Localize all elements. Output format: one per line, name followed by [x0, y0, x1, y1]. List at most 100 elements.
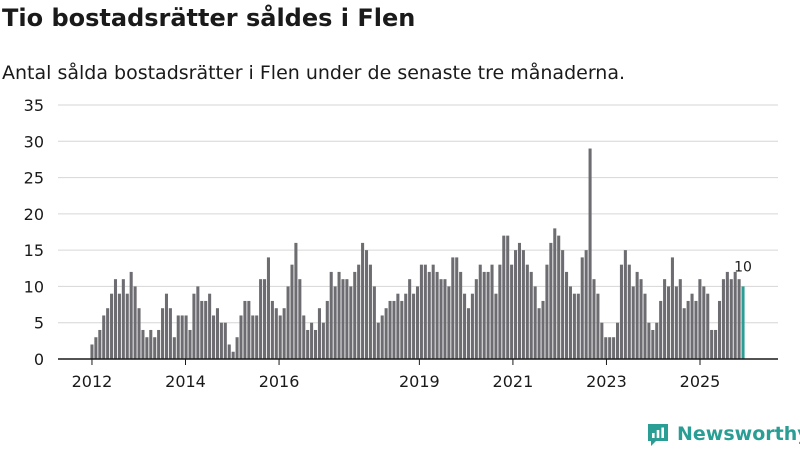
bar [714, 329, 718, 359]
bar [521, 250, 525, 359]
bar [317, 308, 321, 359]
bar [412, 293, 416, 359]
newsworthy-logo: Newsworthy [645, 421, 800, 447]
bar [357, 264, 361, 359]
bar [251, 315, 255, 359]
bar [643, 293, 647, 359]
y-tick-label: 5 [34, 314, 44, 333]
bar [321, 322, 325, 359]
bar [259, 279, 263, 359]
bar [502, 235, 506, 359]
bar [619, 264, 623, 359]
bar [682, 308, 686, 359]
x-axis-ticks: 2012 2014 2016 2019 2021 2023 2025 [72, 359, 720, 391]
bar [616, 322, 620, 359]
bar [651, 329, 655, 359]
bar [333, 286, 337, 359]
bar [623, 250, 627, 359]
bar [604, 337, 608, 359]
bar [168, 308, 172, 359]
bar [353, 271, 357, 359]
bar [384, 308, 388, 359]
y-tick-label: 15 [24, 241, 44, 260]
bar [608, 337, 612, 359]
bar [572, 293, 576, 359]
bar [639, 279, 643, 359]
bar [737, 279, 741, 359]
bar [298, 279, 302, 359]
bar [196, 286, 200, 359]
x-tick-label: 2012 [72, 372, 113, 391]
bar [565, 271, 569, 359]
bar [537, 308, 541, 359]
bar [145, 337, 149, 359]
bar [364, 250, 369, 359]
bar [576, 293, 580, 359]
bar [192, 293, 196, 359]
bar [212, 315, 216, 359]
bar [439, 279, 443, 359]
bar [627, 264, 631, 359]
bar [729, 279, 733, 359]
x-tick-label: 2019 [399, 372, 440, 391]
bar [396, 293, 400, 359]
bar [404, 293, 408, 359]
newsworthy-logo-icon [648, 424, 668, 446]
bar [172, 337, 176, 359]
bar [341, 279, 345, 359]
bar [231, 351, 235, 359]
bar [678, 279, 682, 359]
bar [188, 329, 192, 359]
bar [733, 271, 737, 359]
bar [286, 286, 290, 359]
bar [290, 264, 294, 359]
bar [306, 329, 310, 359]
bar [180, 315, 184, 359]
chart-subtitle: Antal sålda bostadsrätter i Flen under d… [2, 62, 626, 84]
bar [349, 286, 353, 359]
bar [215, 308, 219, 359]
bar [631, 286, 635, 359]
bar [239, 315, 243, 359]
bar [129, 271, 133, 359]
bar [302, 315, 306, 359]
bar [266, 257, 270, 359]
bar [710, 329, 714, 359]
bar [243, 300, 247, 359]
bar [294, 242, 298, 359]
bar [325, 300, 329, 359]
bar [161, 308, 165, 359]
bar [388, 300, 392, 359]
bar [482, 271, 486, 359]
y-tick-label: 10 [24, 277, 44, 296]
bar [596, 293, 600, 359]
bar [541, 300, 545, 359]
bar [372, 286, 376, 359]
bar [427, 271, 431, 359]
bar [478, 264, 482, 359]
bar [663, 279, 667, 359]
bar [208, 293, 212, 359]
x-tick-label: 2014 [165, 372, 206, 391]
highlight-value-label: 10 [734, 259, 752, 275]
bar [612, 337, 616, 359]
bar [400, 300, 404, 359]
bar [588, 148, 592, 359]
bar [545, 264, 549, 359]
bar [204, 300, 208, 359]
bar [121, 279, 125, 359]
bar [392, 300, 396, 359]
bar [376, 322, 380, 359]
bar [176, 315, 180, 359]
y-tick-label: 0 [34, 350, 44, 369]
bar [110, 293, 114, 359]
bar [368, 264, 372, 359]
bar [510, 264, 514, 359]
bar [137, 308, 141, 359]
bar [525, 264, 529, 359]
bar [466, 308, 471, 359]
bar [533, 286, 537, 359]
bar [270, 300, 274, 359]
bar [694, 300, 698, 359]
